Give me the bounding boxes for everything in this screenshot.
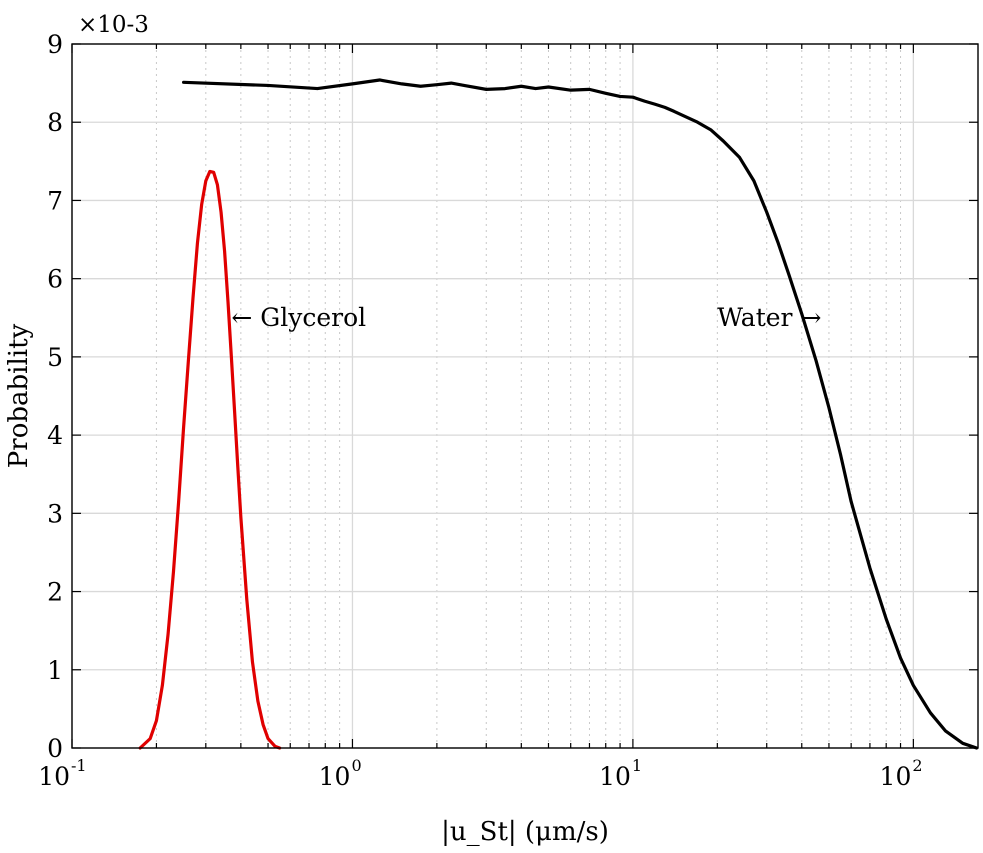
ticks [71,43,978,749]
y-tick-label: 8 [47,108,63,137]
axes-box [71,43,979,749]
x-tick-label: 10 2 [880,756,923,791]
x-tick-label-exponent: 0 [351,756,361,775]
series-group [138,78,979,750]
y-tick-label: 9 [47,30,63,59]
x-tick-label: 10 -1 [38,756,86,791]
x-tick-label-exponent: -1 [71,756,87,775]
x-tick-label-base: 10 [38,762,70,791]
x-tick-label-base: 10 [599,762,631,791]
y-tick-label: 4 [47,421,63,450]
grid [71,43,978,749]
x-tick-label: 10 0 [319,756,362,791]
y-multiplier: ×10-3 [78,12,149,38]
y-tick-labels: 0 1 2 3 4 5 6 7 8 9 [47,30,63,763]
x-tick-label-exponent: 2 [912,756,922,775]
y-tick-label: 2 [47,578,63,607]
x-axis-label: |u_St| (μm/s) [441,817,609,847]
x-tick-label: 10 1 [599,756,642,791]
y-tick-label: 1 [47,656,63,685]
x-tick-label-exponent: 1 [632,756,642,775]
series-line-water [182,78,979,750]
y-tick-label: 7 [47,186,63,215]
y-tick-label: 5 [47,343,63,372]
x-tick-labels: 10 -1 10 0 10 1 10 2 [38,756,922,791]
x-tick-label-base: 10 [880,762,912,791]
y-tick-label: 3 [47,499,63,528]
annotations: ← Glycerol Water → [231,303,821,332]
x-tick-label-base: 10 [319,762,351,791]
annotation-glycerol: ← Glycerol [231,303,366,332]
annotation-water: Water → [717,303,821,332]
y-tick-label: 0 [47,734,63,763]
y-tick-label: 6 [47,265,63,294]
y-axis-label: Probability [4,323,34,468]
series-line-glycerol [138,169,282,750]
